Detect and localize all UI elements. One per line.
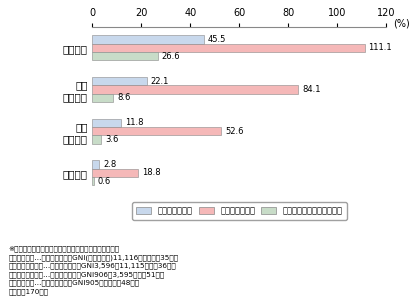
Text: 0.6: 0.6 [97,177,111,186]
Text: 3.6: 3.6 [105,135,118,144]
Bar [92,77,147,85]
Bar [92,52,158,60]
Text: 111.1: 111.1 [368,43,392,52]
Legend: 固定電話普及率, 移動電話普及率, インターネット加入普及率: 固定電話普及率, 移動電話普及率, インターネット加入普及率 [132,202,347,220]
Text: 45.5: 45.5 [207,35,226,44]
Text: 52.6: 52.6 [225,127,244,136]
Text: ※　所得グループの定義及び対象国数は、以下のとおり
　　高所得国…国民１人当たりGNI(国民総所得)11,116ドル以上　35か国
　　上位中所得国…国民１人当: ※ 所得グループの定義及び対象国数は、以下のとおり 高所得国…国民１人当たりGN… [8,245,178,295]
Text: 22.1: 22.1 [150,77,168,86]
Bar [92,127,221,135]
Bar [92,160,99,169]
Bar [92,177,94,185]
Bar [92,44,365,52]
Text: 11.8: 11.8 [125,118,144,127]
Text: (%): (%) [393,18,410,28]
Text: 18.8: 18.8 [142,168,161,177]
Bar [92,85,299,94]
Bar [92,94,113,102]
Text: 26.6: 26.6 [161,52,180,60]
Bar [92,135,101,144]
Text: 2.8: 2.8 [103,160,116,169]
Text: 84.1: 84.1 [302,85,320,94]
Text: 8.6: 8.6 [117,93,131,102]
Bar [92,119,121,127]
Bar [92,35,204,44]
Bar [92,169,139,177]
